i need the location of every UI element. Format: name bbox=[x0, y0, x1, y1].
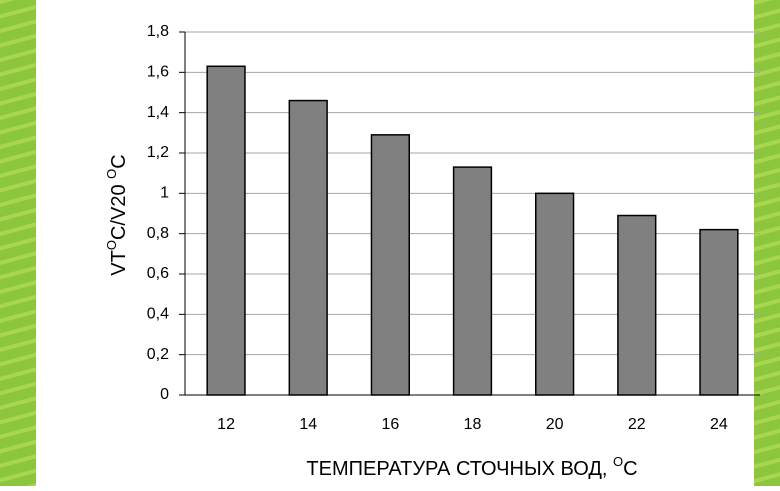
bar bbox=[289, 101, 327, 395]
x-tick-label: 14 bbox=[299, 416, 317, 433]
chart: VTOC/V20 OC ТЕМПЕРАТУРА СТОЧНЫХ ВОД, OC … bbox=[0, 0, 780, 486]
x-tick-label: 22 bbox=[628, 416, 646, 433]
y-tick-label: 1,4 bbox=[147, 104, 169, 121]
y-tick-label: 1,2 bbox=[147, 144, 169, 161]
y-tick-label: 1 bbox=[160, 185, 169, 202]
y-tick-label: 0,8 bbox=[147, 225, 169, 242]
y-tick-label: 0,2 bbox=[147, 346, 169, 363]
y-tick-label: 1,8 bbox=[147, 23, 169, 40]
bar bbox=[454, 167, 492, 395]
x-tick-label: 12 bbox=[217, 416, 235, 433]
x-tick-label: 18 bbox=[464, 416, 482, 433]
y-tick-label: 1,6 bbox=[147, 64, 169, 81]
x-axis-label: ТЕМПЕРАТУРА СТОЧНЫХ ВОД, OC bbox=[306, 454, 637, 480]
y-tick-label: 0,4 bbox=[147, 306, 169, 323]
bar bbox=[207, 66, 245, 395]
x-tick-label: 24 bbox=[710, 416, 728, 433]
x-tick-label: 20 bbox=[546, 416, 564, 433]
y-tick-label: 0 bbox=[160, 386, 169, 403]
bar bbox=[371, 135, 409, 395]
bar bbox=[700, 230, 738, 395]
x-tick-label: 16 bbox=[381, 416, 399, 433]
bar bbox=[536, 193, 574, 395]
bar bbox=[618, 216, 656, 395]
y-tick-label: 0,6 bbox=[147, 265, 169, 282]
